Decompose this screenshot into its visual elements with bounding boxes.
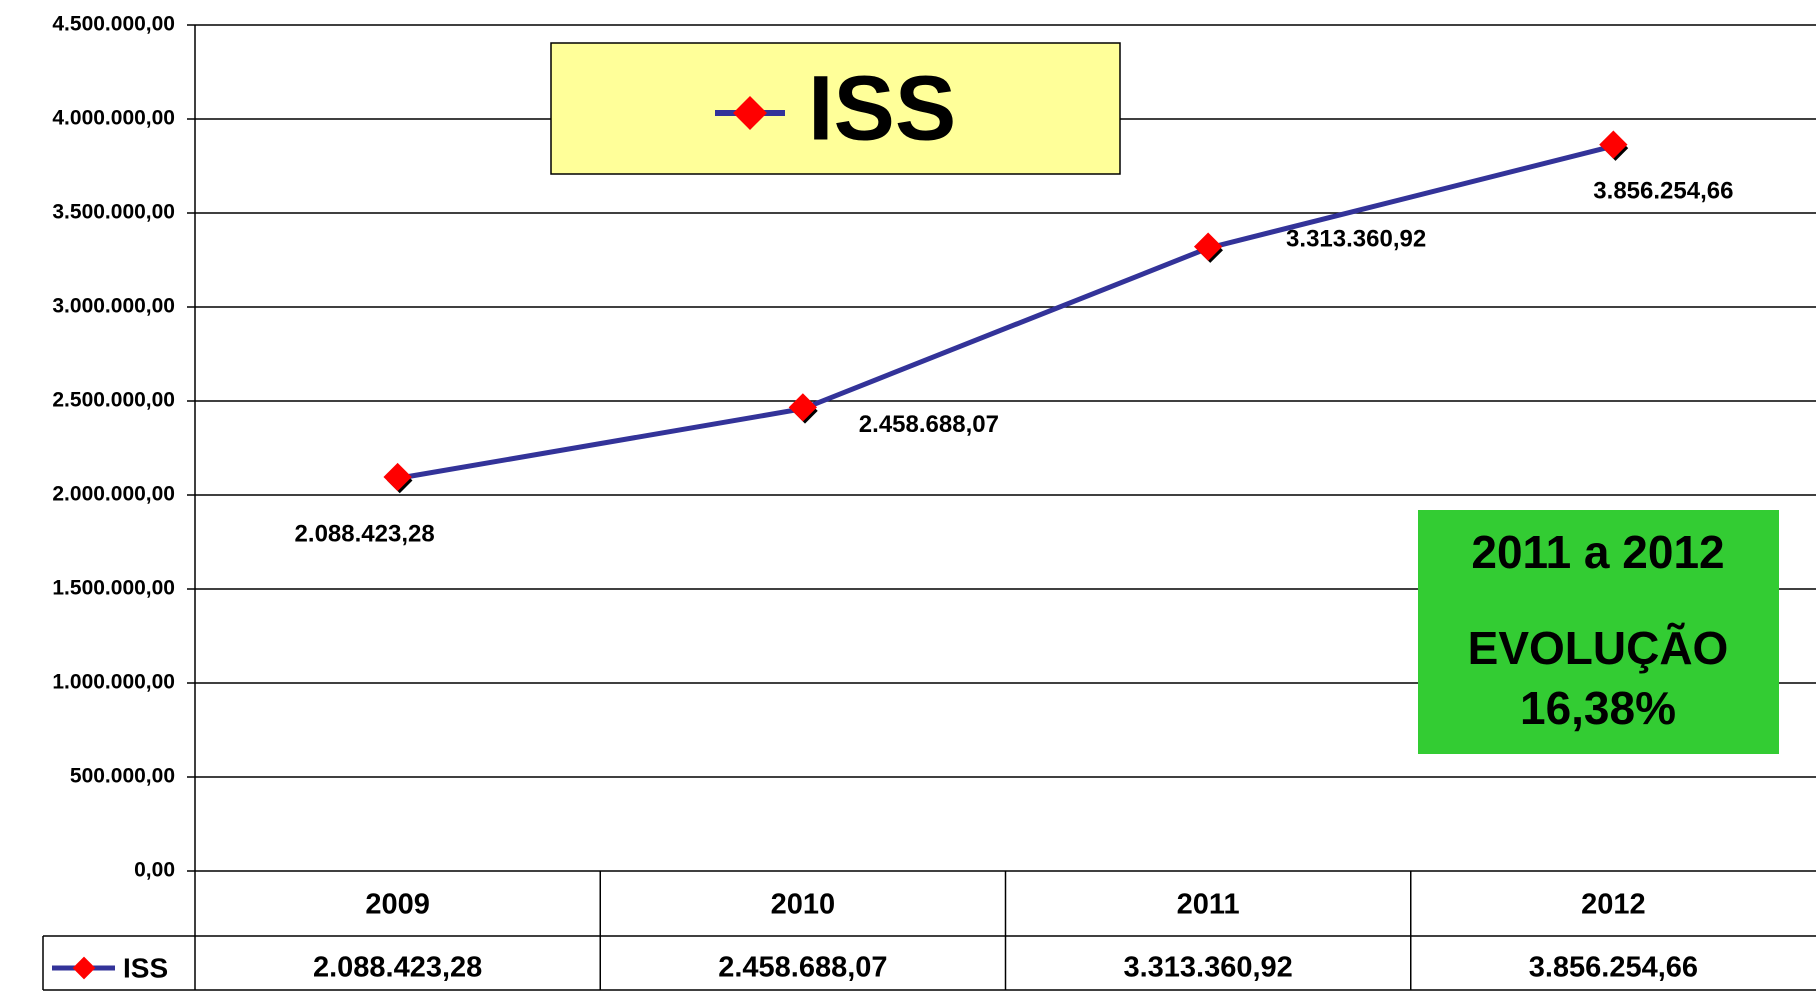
legend-box: [550, 42, 1121, 175]
y-tick-label: 1.500.000,00: [52, 577, 175, 600]
y-tick-label: 3.500.000,00: [52, 201, 175, 224]
marker: [1193, 232, 1223, 261]
data-label: 2.458.688,07: [859, 411, 999, 438]
y-tick-label: 4.000.000,00: [52, 107, 175, 130]
annotation-box: [1418, 510, 1779, 754]
annotation: EVOLUÇÃO: [1468, 622, 1729, 674]
y-tick-label: 3.000.000,00: [52, 295, 175, 318]
annotation: 16,38%: [1520, 682, 1676, 734]
y-tick-label: 0,00: [134, 859, 175, 882]
grid: [42, 24, 1816, 991]
series-line: [397, 143, 1614, 481]
marker: [1599, 130, 1628, 159]
x-tick-label: 2009: [365, 889, 430, 921]
x-tick-label: 2010: [771, 889, 836, 921]
table-legend-marker: [72, 956, 96, 980]
data-label: 3.856.254,66: [1593, 177, 1733, 204]
marker: [788, 393, 818, 422]
x-tick-label: 2011: [1177, 889, 1240, 921]
y-tick-label: 4.500.000,00: [52, 13, 175, 36]
y-tick-label: 500.000,00: [70, 765, 175, 788]
table-value: 2.458.688,07: [718, 952, 887, 984]
table-value: 3.313.360,92: [1123, 952, 1292, 984]
table-legend-label: ISS: [123, 952, 168, 983]
y-tick-label: 2.000.000,00: [52, 483, 175, 506]
y-tick-label: 2.500.000,00: [52, 389, 175, 412]
table-value: 2.088.423,28: [313, 952, 482, 984]
y-tick-label: 1.000.000,00: [52, 671, 175, 694]
table-value: 3.856.254,66: [1529, 952, 1698, 984]
data-label: 2.088.423,28: [295, 521, 435, 548]
annotation: 2011 a 2012: [1471, 526, 1724, 578]
x-tick-label: 2012: [1581, 889, 1646, 921]
data-label: 3.313.360,92: [1286, 225, 1426, 252]
marker: [383, 462, 412, 492]
legend-label: ISS: [808, 57, 956, 159]
